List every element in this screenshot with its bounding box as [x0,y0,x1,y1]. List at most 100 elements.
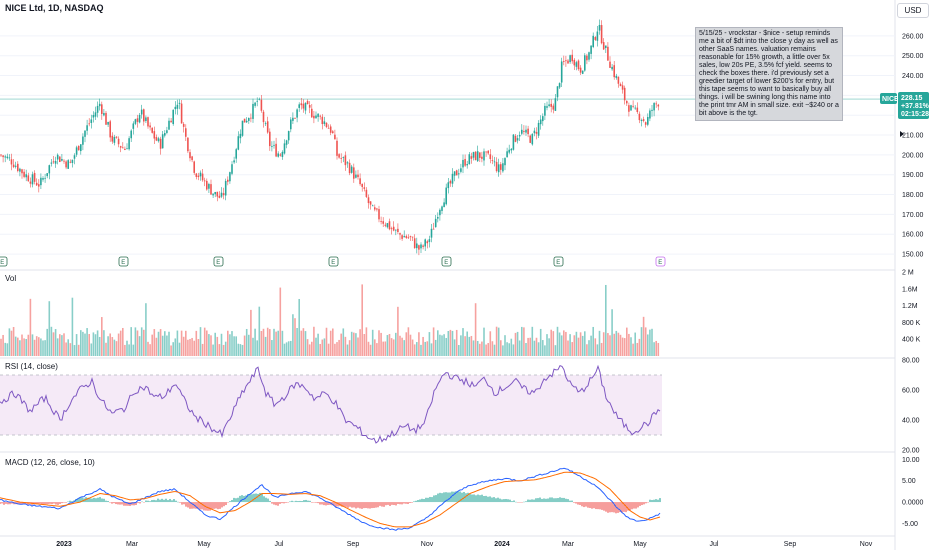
volume-bar [252,337,254,356]
candle-body [481,156,483,159]
macd-hist-bar [349,502,351,507]
macd-hist-bar [431,497,433,503]
macd-hist-bar [327,502,329,506]
macd-hist-bar [603,502,605,511]
macd-hist-bar [429,496,431,503]
macd-hist-bar [611,502,613,513]
candle-body [428,239,431,242]
volume-bar [353,332,355,356]
candle-body [323,121,326,124]
volume-bar [575,331,578,356]
volume-bar [304,331,307,356]
macd-hist-bar [451,491,453,503]
candle-body [44,177,46,179]
macd-hist-bar [187,502,189,508]
price-tick-label: 170.00 [902,212,924,219]
volume-bar [630,337,632,356]
macd-hist-bar [163,499,165,503]
macd-hist-bar [63,502,65,503]
macd-hist-bar [39,502,41,504]
macd-hist-bar [299,500,301,503]
volume-bar [447,331,450,356]
macd-hist-bar [415,500,417,503]
volume-bar [613,333,615,356]
macd-hist-bar [533,499,535,503]
candle-body [443,202,445,208]
volume-bar [128,344,130,356]
volume-bar [514,332,517,356]
volume-bar [537,342,540,356]
macd-hist-bar [181,502,183,505]
candle-body [632,105,634,107]
macd-hist-bar [209,502,211,511]
volume-bar [132,344,135,356]
macd-hist-bar [537,498,539,503]
macd-hist-bar [659,498,661,503]
candle-body [422,245,424,247]
macd-hist-bar [497,497,499,503]
volume-bar [621,337,624,356]
symbol-title[interactable]: NICE Ltd, 1D, NASDAQ [5,3,104,13]
idea-note: 5/15/25 - vrockstar - $nice - setup remi… [695,27,843,121]
macd-hist-bar [319,502,321,505]
candle-body [12,164,15,168]
macd-hist-bar [515,501,517,503]
volume-bar [550,329,552,356]
macd-hist-bar [405,502,407,504]
candle-body [638,113,641,121]
volume-bar [342,328,345,356]
macd-hist-bar [365,502,367,509]
candle-body [248,117,250,121]
scroll-arrow-icon[interactable] [900,131,904,137]
macd-hist-bar [617,502,619,513]
volume-bar [464,336,466,356]
candle-body [657,104,660,107]
macd-hist-bar [21,502,23,504]
macd-hist-bar [165,498,167,503]
macd-hist-bar [149,501,151,503]
macd-hist-bar [527,499,529,503]
macd-hist-bar [409,502,411,503]
macd-hist-bar [529,499,531,503]
volume-bar [516,331,519,356]
macd-hist-bar [383,502,385,507]
volume-bar [96,330,99,356]
rsi-pane-label: RSI (14, close) [5,362,58,371]
macd-hist-bar [491,497,493,503]
candle-body [122,147,124,149]
macd-hist-bar [639,502,641,506]
currency-selector[interactable]: USD [897,3,929,18]
candle-body [617,76,620,84]
candle-body [556,86,559,98]
volume-bar [103,330,105,356]
price-tag-group: NICE 228.15 +37.81% 02:15:28 [880,92,930,119]
macd-hist-bar [633,502,635,509]
candle-body [220,192,223,197]
candle-body [336,140,338,156]
macd-hist-bar [505,498,507,503]
volume-bar [334,343,336,356]
macd-hist-bar [615,502,617,514]
macd-hist-bar [111,502,113,504]
volume-bar [61,335,63,356]
candle-body [35,182,38,186]
macd-hist-bar [345,502,347,507]
volume-bar [224,341,227,356]
candle-body [140,109,143,115]
macd-hist-bar [143,502,145,503]
volume-bar [472,340,475,356]
candle-body [533,130,536,134]
candle-body [245,120,248,123]
candle-body [527,128,529,135]
candle-body [397,228,399,232]
volume-bar [90,343,93,356]
macd-hist-bar [475,495,477,503]
volume-bar [458,345,460,356]
macd-hist-bar [141,501,143,503]
macd-hist-bar [509,499,511,503]
price-tick-label: 190.00 [902,172,924,179]
volume-bar [468,336,471,356]
candle-body [157,138,160,142]
candle-body [294,117,296,119]
volume-bar [10,330,13,356]
